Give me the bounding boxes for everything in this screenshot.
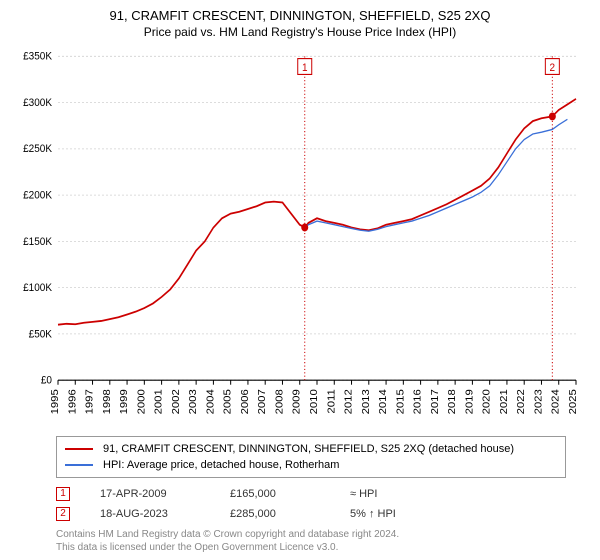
x-tick-label: 2021 [499,389,510,414]
x-tick-label: 2019 [464,389,475,414]
x-tick-label: 2010 [309,389,320,414]
y-tick-label: £300K [23,96,52,109]
y-tick-label: £250K [23,143,52,156]
sales-table: 1 17-APR-2009 £165,000 ≈ HPI 2 18-AUG-2023 £28… [56,484,566,524]
series-property [58,99,576,325]
legend-row: HPI: Average price, detached house, Roth… [65,457,557,473]
x-tick-label: 2018 [447,389,458,414]
y-tick-label: £350K [23,50,52,63]
sales-vs-hpi: ≈ HPI [350,484,440,504]
legend-swatch [65,448,93,450]
legend-label: HPI: Average price, detached house, Roth… [103,457,339,473]
y-tick-label: £200K [23,189,52,202]
y-tick-label: £100K [23,282,52,295]
x-tick-label: 1995 [50,389,61,414]
sales-vs-hpi: 5% ↑ HPI [350,504,440,524]
x-tick-label: 2014 [378,389,389,414]
series-hpi [305,119,568,231]
x-tick-label: 2022 [516,389,527,414]
x-tick-label: 2006 [240,389,251,414]
y-tick-label: £150K [23,235,52,248]
sales-price: £285,000 [230,504,320,524]
sale-marker-num: 2 [550,62,556,75]
sale-dot [549,113,556,121]
x-tick-label: 2005 [222,389,233,414]
legend-swatch [65,464,93,466]
x-tick-label: 2000 [136,389,147,414]
legend-row: 91, CRAMFIT CRESCENT, DINNINGTON, SHEFFI… [65,441,557,457]
x-tick-label: 2017 [429,389,440,414]
x-tick-label: 2025 [568,389,579,414]
chart-area: £0 £50K £100K £150K £200K £250K £300K £350K 1995… [14,45,586,430]
x-tick-label: 2009 [291,389,302,414]
x-tick-label: 2023 [533,389,544,414]
x-tick-label: 2012 [343,389,354,414]
sale-dot [301,224,308,232]
x-tick-label: 1997 [84,389,95,414]
chart-subtitle: Price paid vs. HM Land Registry's House … [14,25,586,39]
title-block: 91, CRAMFIT CRESCENT, DINNINGTON, SHEFFI… [14,8,586,39]
footer-line1: Contains HM Land Registry data © Crown c… [56,528,586,541]
y-tick-label: £50K [29,328,52,341]
sales-row: 1 17-APR-2009 £165,000 ≈ HPI [56,484,566,504]
footer-attribution: Contains HM Land Registry data © Crown c… [56,528,586,554]
sales-marker: 1 [56,487,70,501]
footer-line2: This data is licensed under the Open Gov… [56,541,586,554]
x-tick-label: 2003 [188,389,199,414]
chart-svg: £0 £50K £100K £150K £200K £250K £300K £350K 1995… [14,45,586,430]
x-tick-label: 1999 [119,389,130,414]
sales-marker: 2 [56,507,70,521]
x-tick-label: 2001 [153,389,164,414]
x-tick-label: 2007 [257,389,268,414]
sales-price: £165,000 [230,484,320,504]
x-tick-label: 2004 [205,389,216,414]
sales-row: 2 18-AUG-2023 £285,000 5% ↑ HPI [56,504,566,524]
x-tick-label: 2020 [481,389,492,414]
x-tick-label: 1996 [67,389,78,414]
sales-date: 17-APR-2009 [100,484,200,504]
x-tick-label: 1998 [101,389,112,414]
x-tick-label: 2016 [412,389,423,414]
sales-date: 18-AUG-2023 [100,504,200,524]
y-tick-label: £0 [41,374,52,387]
x-tick-label: 2024 [550,389,561,414]
sale-marker-num: 1 [302,62,308,75]
legend-box: 91, CRAMFIT CRESCENT, DINNINGTON, SHEFFI… [56,436,566,478]
x-tick-label: 2015 [395,389,406,414]
page-container: 91, CRAMFIT CRESCENT, DINNINGTON, SHEFFI… [0,0,600,560]
x-tick-label: 2013 [360,389,371,414]
x-tick-label: 2011 [326,389,337,413]
legend-label: 91, CRAMFIT CRESCENT, DINNINGTON, SHEFFI… [103,441,514,457]
chart-title: 91, CRAMFIT CRESCENT, DINNINGTON, SHEFFI… [14,8,586,23]
x-tick-label: 2002 [170,389,181,414]
x-tick-label: 2008 [274,389,285,414]
